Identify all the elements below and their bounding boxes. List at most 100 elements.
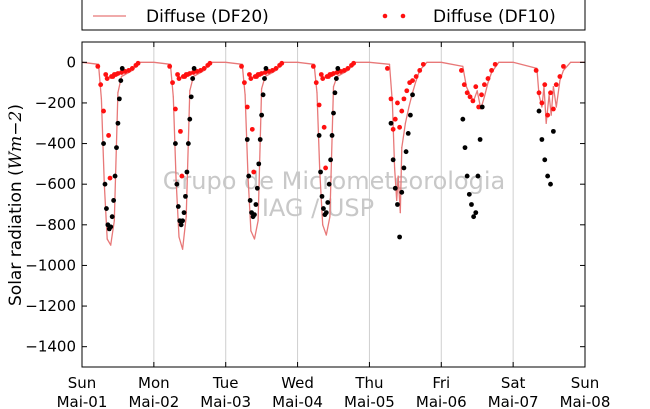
point-diffuse-df10-36: [239, 63, 244, 69]
y-tick-label-2: −400: [35, 135, 76, 153]
point-diffuse-df10-76: [395, 100, 400, 106]
point-diffuse-df20-71: [462, 65, 464, 67]
point-series-2-7: [111, 198, 117, 203]
point-diffuse-df10-1: [98, 82, 104, 88]
point-diffuse-df10-23: [178, 128, 183, 134]
point-diffuse-df20-19: [182, 248, 184, 250]
point-diffuse-df20-59: [393, 167, 396, 169]
point-diffuse-df10-51: [273, 66, 279, 71]
point-diffuse-df20-89: [552, 86, 554, 88]
point-diffuse-df10-90: [470, 98, 476, 104]
point-series-2-70: [466, 191, 472, 197]
point-diffuse-df10-56: [316, 102, 322, 108]
point-series-2-37: [257, 137, 263, 142]
point-diffuse-df20-5: [110, 244, 112, 246]
point-diffuse-df10-103: [548, 90, 553, 96]
point-series-2-74: [475, 173, 481, 179]
point-diffuse-df20-63: [401, 147, 403, 149]
point-diffuse-df20-6: [113, 220, 115, 222]
point-diffuse-df20-81: [512, 61, 514, 63]
point-diffuse-df10-19: [170, 80, 175, 86]
point-diffuse-df10-18: [167, 63, 173, 69]
point-series-2-80: [545, 173, 551, 179]
point-diffuse-df10-38: [244, 104, 250, 110]
point-series-2-18: [178, 222, 184, 228]
point-series-2-53: [332, 90, 338, 96]
legend-label-df10: Diffuse (DF10): [433, 7, 556, 27]
y-tick-label-1: −200: [35, 94, 76, 112]
y-tick-label-7: −1400: [25, 338, 76, 356]
point-diffuse-df10-50: [270, 68, 275, 73]
point-series-2-60: [397, 234, 403, 240]
y-tick-label-5: −1000: [25, 256, 76, 274]
point-diffuse-df10-107: [561, 63, 566, 69]
point-diffuse-df10-83: [413, 74, 419, 79]
x-tick-label-date-5: Mai-06: [416, 393, 467, 409]
point-series-2-45: [321, 206, 326, 211]
point-series-2-21: [183, 193, 188, 199]
point-diffuse-df10-6: [107, 175, 113, 181]
x-tick-label-date-2: Mai-03: [200, 393, 251, 409]
point-series-2-11: [116, 96, 122, 102]
point-diffuse-df20-46: [322, 224, 324, 226]
point-series-2-30: [247, 198, 253, 203]
x-tick-label-date-6: Mai-07: [488, 393, 539, 409]
point-diffuse-df10-32: [198, 68, 203, 73]
point-diffuse-df10-89: [467, 94, 473, 100]
point-diffuse-df10-21: [175, 72, 180, 77]
point-diffuse-df20-92: [562, 69, 565, 72]
point-diffuse-df10-80: [404, 88, 410, 94]
point-series-2-40: [262, 76, 267, 81]
point-series-2-71: [469, 202, 474, 207]
point-series-2-33: [252, 212, 257, 218]
point-series-2-79: [542, 157, 548, 163]
plot-frame: [81, 41, 586, 368]
watermark-line2: IAG / USP: [262, 194, 374, 222]
legend: Diffuse (DF20) Diffuse (DF10): [81, 0, 586, 31]
point-diffuse-df20-28: [225, 61, 227, 63]
point-series-2-50: [328, 157, 334, 163]
legend-label-df20: Diffuse (DF20): [146, 7, 269, 27]
point-series-2-16: [175, 204, 181, 209]
point-diffuse-df20-23: [196, 73, 198, 76]
point-diffuse-df10-17: [135, 60, 141, 66]
point-diffuse-df10-95: [485, 76, 491, 81]
point-series-2-24: [187, 116, 193, 122]
point-diffuse-df10-68: [341, 68, 347, 73]
point-diffuse-df10-86: [459, 68, 464, 73]
x-tick-label-date-3: Mai-04: [272, 393, 323, 409]
point-diffuse-df20-2: [100, 98, 103, 100]
x-tick-label-day-1: Mon: [138, 374, 170, 392]
y-axis-title: Solar radiation (Wm−2): [6, 104, 26, 306]
point-diffuse-df20-18: [178, 236, 180, 238]
point-series-2-19: [180, 218, 186, 224]
point-series-2-27: [191, 66, 197, 71]
point-series-2-48: [325, 200, 331, 205]
point-diffuse-df10-97: [492, 61, 498, 67]
x-tick-label-day-4: Thu: [354, 374, 383, 392]
point-diffuse-df20-77: [483, 96, 485, 98]
point-diffuse-df10-24: [179, 173, 185, 179]
point-diffuse-df10-99: [536, 90, 542, 96]
point-series-2-75: [477, 137, 483, 142]
point-series-2-43: [318, 169, 323, 175]
point-series-2-62: [401, 165, 407, 171]
point-diffuse-df20-86: [545, 122, 547, 124]
point-series-2-1: [102, 181, 108, 187]
point-series-2-76: [479, 104, 485, 110]
y-tick-label-4: −800: [35, 216, 76, 234]
point-diffuse-df10-39: [247, 72, 252, 77]
point-diffuse-df20-90: [555, 106, 557, 108]
legend-swatch-dot-1: [382, 13, 388, 19]
axis-labels: SunMai-01MonMai-02TueMai-03WedMai-04ThuM…: [25, 53, 610, 409]
x-tick-label-date-1: Mai-02: [128, 393, 179, 409]
point-diffuse-df10-58: [320, 76, 326, 81]
point-series-2-51: [329, 133, 335, 138]
point-diffuse-df10-73: [388, 96, 394, 102]
x-tick-label-day-7: Sun: [571, 374, 600, 392]
point-diffuse-df10-105: [553, 82, 559, 88]
point-diffuse-df20-17: [175, 179, 177, 181]
point-series-2-64: [405, 131, 411, 136]
point-diffuse-df10-5: [106, 133, 111, 138]
